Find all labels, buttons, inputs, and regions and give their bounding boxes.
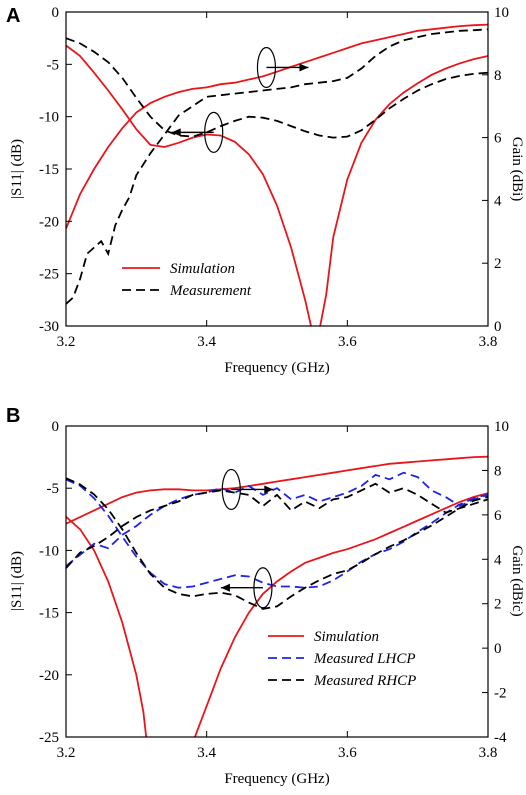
series-line-simulation-gain [66,23,488,230]
y-right-tick-label: -2 [494,686,507,702]
series-line-measurement-s11 [66,37,488,139]
legend-label: Measurement [169,283,252,299]
series-line-simulation-s11 [66,44,488,326]
y-right-tick-label: 0 [494,319,502,335]
x-tick-label: 3.6 [338,745,357,761]
y-left-tick-label: -15 [39,606,59,622]
tick-layer: 3.2 3.4 3.6 3.8 0 -5 -10 -15 -20 -25 10 8 6 4 2 0 -2 -4 [39,419,509,761]
x-axis-label: Frequency (GHz) [224,771,329,787]
annotation-layer [171,46,309,153]
y-left-tick-label: 0 [52,419,60,435]
chart-panel-a: A 3.2 3.4 3.6 3.80-5-10-15-20-25-301086420 … [6,5,525,376]
annotation-layer [220,468,274,609]
series-layer [66,455,488,737]
y-left-tick-label: -5 [47,57,60,73]
y-left-tick-label: -15 [39,162,59,178]
y-right-tick-label: 2 [494,256,502,272]
plot-frame [65,11,489,327]
x-tick-label: 3.6 [338,334,357,350]
y-left-tick-label: 0 [52,5,60,21]
annotation-arrowhead [220,583,230,592]
legend-label: Measured LHCP [313,651,416,667]
y-left-tick-label: -20 [39,668,59,684]
y-right-tick-label: 8 [494,463,502,479]
y-left-tick-label: -10 [39,110,59,126]
legend: Simulation Measurement [122,261,252,299]
series-line-simulation-s11 [66,492,488,737]
series-line-measured-rhcp-s11 [66,477,488,610]
y-right-tick-label: 8 [494,68,502,84]
y-right-tick-label: 6 [494,508,502,524]
x-tick-label: 3.2 [57,334,76,350]
panel-label-b: B [6,405,20,427]
y-left-tick-label: -20 [39,214,59,230]
series-line-measured-lhcp-gain [66,471,488,567]
x-axis-label: Frequency (GHz) [224,360,329,376]
y-right-tick-label: 4 [494,552,502,568]
y-left-tick-label: -10 [39,543,59,559]
series-line-measurement-gain [66,28,488,305]
x-tick-label: 3.2 [57,745,76,761]
series-line-measured-lhcp-s11 [66,478,488,589]
y-right-tick-label: 2 [494,597,502,613]
x-tick-label: 3.4 [197,334,216,350]
left-axis-label: |S11| (dB) [9,551,25,611]
y-right-tick-label: 6 [494,131,502,147]
y-right-tick-label: 10 [494,5,509,21]
legend: Simulation Measured LHCP Measured RHCP [268,629,416,689]
y-left-tick-label: -30 [39,319,59,335]
series-line-simulation-gain [66,455,488,525]
left-axis-label: |S11| (dB) [9,139,25,199]
y-right-tick-label: 0 [494,641,502,657]
y-right-tick-label: 4 [494,193,502,209]
chart-panel-b: B 3.2 3.4 3.6 3.8 0 -5 -10 -15 -20 -25 10 8 6 4 2 0 -2 -4… [6,405,525,787]
y-right-tick-label: 10 [494,419,509,435]
legend-label: Measured RHCP [313,673,416,689]
legend-label: Simulation [314,629,379,645]
y-left-tick-label: -5 [47,481,60,497]
series-line-measured-rhcp-gain [66,482,488,569]
series-layer [66,23,488,326]
y-left-tick-label: -25 [39,267,59,283]
right-axis-label: Gain (dBic) [509,545,525,616]
x-tick-label: 3.8 [479,334,498,350]
annotation-arrowhead [171,128,181,137]
plot-frame [65,425,489,738]
y-right-tick-label: -4 [494,730,507,746]
y-left-tick-label: -25 [39,730,59,746]
annotation-arrowhead [299,63,309,72]
right-axis-label: Gain (dBi) [509,137,525,202]
annotation-arrowhead [264,485,274,494]
x-tick-label: 3.8 [479,745,498,761]
x-tick-label: 3.4 [197,745,216,761]
panel-label-a: A [6,5,20,27]
legend-label: Simulation [170,261,235,277]
